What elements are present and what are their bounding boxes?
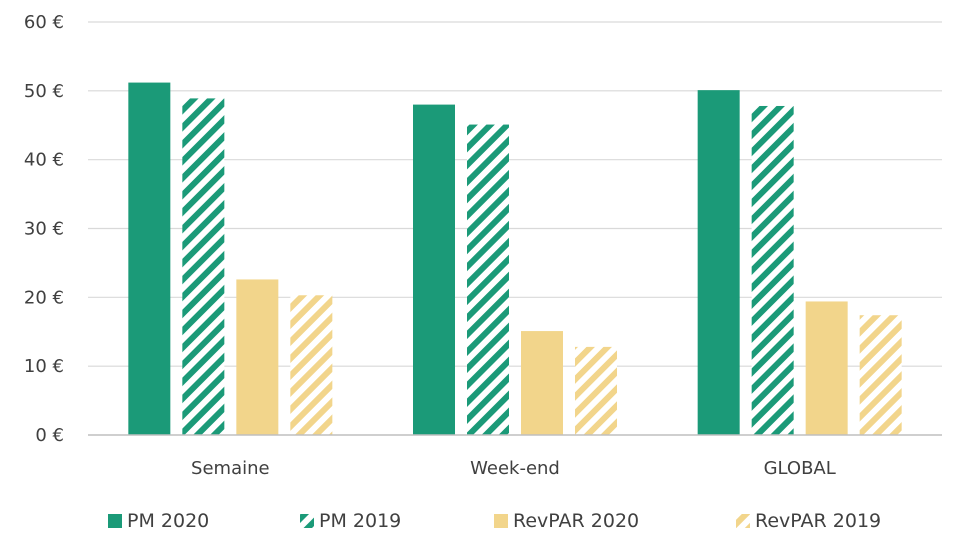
legend-label: PM 2019 [319,510,401,532]
x-tick-label: Week-end [470,458,560,479]
bar-pm-2019-global [751,105,794,435]
bar-revpar-2019-semaine [290,295,333,435]
gridlines [88,21,942,367]
x-axis-labels: Semaine Week-end GLOBAL [191,458,836,479]
y-tick-label: 30 € [24,219,64,240]
legend-swatch [494,514,508,528]
bar-pm-2020-week-end [413,104,455,435]
y-tick-label: 50 € [24,81,64,102]
bar-pm-2019-semaine [182,98,225,435]
bar-revpar-2020-global [805,301,848,435]
legend-swatch [300,514,314,528]
legend-swatch [736,514,750,528]
y-tick-label: 60 € [24,12,64,33]
x-tick-label: Semaine [191,458,270,479]
bar-revpar-2020-semaine [236,279,279,435]
legend-label: PM 2020 [127,510,209,532]
legend-item-revpar-2020: RevPAR 2020 [494,510,639,532]
bar-revpar-2020-week-end [521,331,563,435]
y-tick-label: 0 € [35,425,64,446]
y-tick-label: 40 € [24,150,64,171]
bar-pm-2020-global [697,90,740,436]
bars [128,82,902,436]
x-tick-label: GLOBAL [764,458,836,479]
legend-label: RevPAR 2019 [755,510,881,532]
legend-label: RevPAR 2020 [513,510,639,532]
legend-item-pm-2020: PM 2020 [108,510,209,532]
bar-revpar-2019-week-end [575,346,617,435]
legend: PM 2020 PM 2019 RevPAR 2020 RevPAR 2019 [108,510,881,532]
legend-swatch [108,514,122,528]
y-axis-ticks: 0 € 10 € 20 € 30 € 40 € 50 € 60 € [24,12,64,446]
y-tick-label: 10 € [24,356,64,377]
legend-item-pm-2019: PM 2019 [300,510,401,532]
y-tick-label: 20 € [24,287,64,308]
bar-revpar-2019-global [859,315,902,435]
bar-pm-2019-week-end [467,124,509,435]
legend-item-revpar-2019: RevPAR 2019 [736,510,881,532]
bar-pm-2020-semaine [128,82,171,435]
